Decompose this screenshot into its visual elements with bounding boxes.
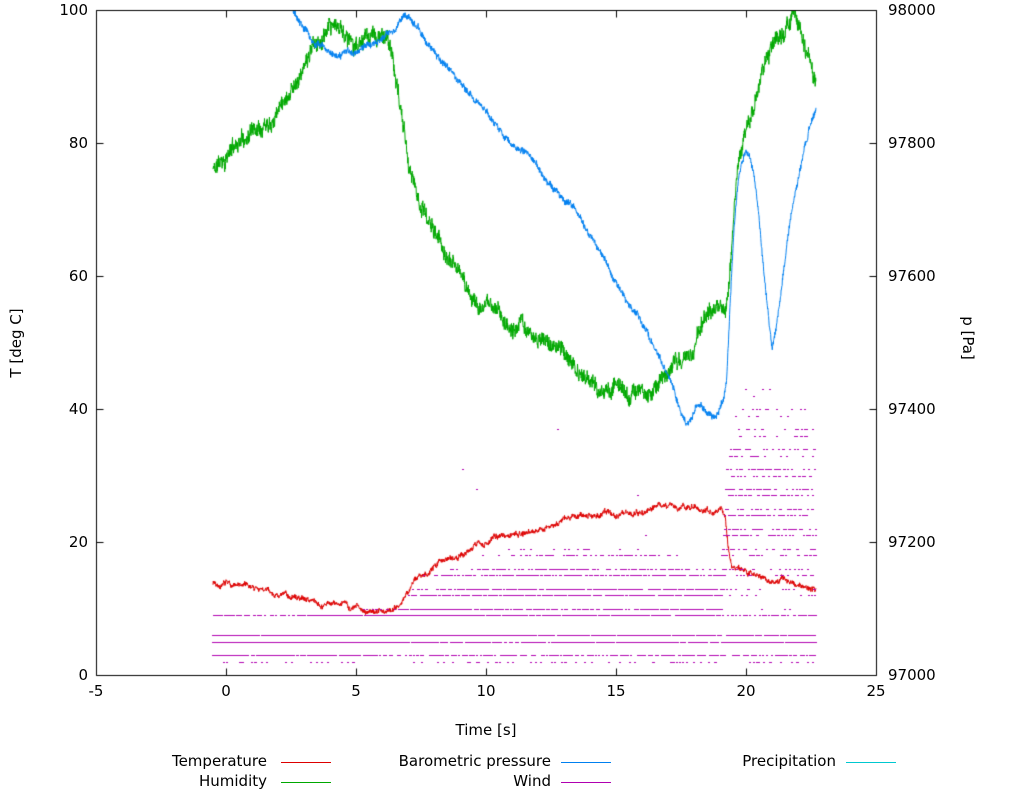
x-tick-label: 20: [736, 682, 756, 700]
y-right-tick-label: 97200: [888, 533, 936, 551]
x-tick-label: 10: [476, 682, 496, 700]
y-left-tick-label: 40: [68, 400, 88, 418]
x-tick-label: 15: [606, 682, 626, 700]
x-tick-label: -5: [88, 682, 104, 700]
y-left-tick-label: 0: [78, 666, 88, 684]
x-axis-title: Time [s]: [455, 721, 517, 739]
y-left-tick-label: 80: [68, 134, 88, 152]
legend-line-precipitation: [846, 762, 896, 763]
legend-label-barometric-pressure: Barometric pressure: [398, 752, 551, 770]
legend-label-precipitation: Precipitation: [742, 752, 836, 770]
x-tick-label: 25: [866, 682, 886, 700]
y-axis-left-title: T [deg C]: [7, 308, 25, 378]
legend-label-humidity: Humidity: [198, 772, 267, 790]
x-tick-label: 0: [221, 682, 231, 700]
y-left-tick-label: 60: [68, 267, 88, 285]
y-right-tick-label: 97800: [888, 134, 936, 152]
y-right-tick-label: 97400: [888, 400, 936, 418]
y-left-tick-label: 20: [68, 533, 88, 551]
x-tick-label: 5: [351, 682, 361, 700]
legend-label-wind: Wind: [513, 772, 551, 790]
y-right-tick-label: 98000: [888, 1, 936, 19]
y-right-tick-label: 97000: [888, 666, 936, 684]
legend-line-wind: [561, 782, 611, 783]
legend-line-temperature: [281, 762, 331, 763]
legend-line-humidity: [281, 782, 331, 783]
y-left-tick-label: 100: [59, 1, 88, 19]
legend-line-barometric-pressure: [561, 762, 611, 763]
y-axis-right-title: p [Pa]: [959, 316, 977, 360]
y-right-tick-label: 97600: [888, 267, 936, 285]
legend-label-temperature: Temperature: [171, 752, 267, 770]
